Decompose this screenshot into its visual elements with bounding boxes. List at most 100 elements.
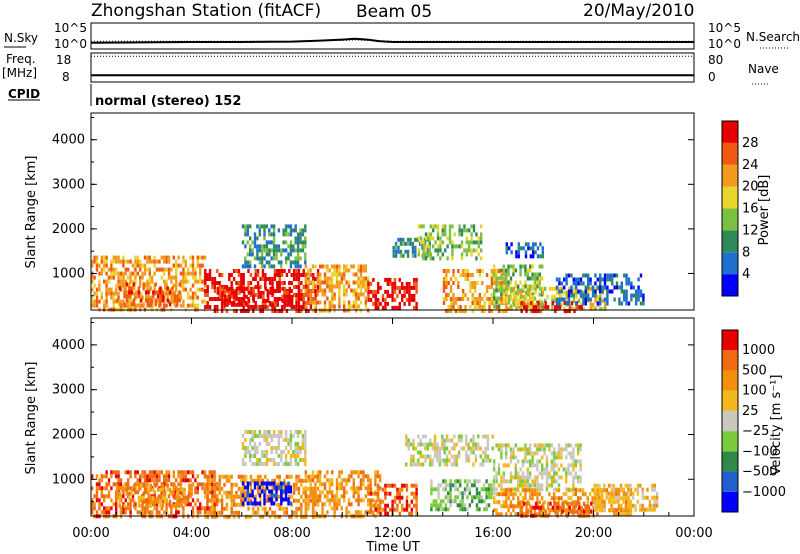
heatmap-cell bbox=[134, 263, 137, 268]
heatmap-cell bbox=[401, 285, 404, 290]
heatmap-cell bbox=[110, 267, 113, 272]
heatmap-cell bbox=[545, 459, 549, 464]
heatmap-cell bbox=[457, 454, 461, 459]
heatmap-cell bbox=[253, 501, 257, 506]
heatmap-cell bbox=[572, 298, 576, 303]
heatmap-cell bbox=[299, 446, 302, 450]
heatmap-cell bbox=[567, 467, 570, 472]
heatmap-cell bbox=[105, 303, 108, 308]
heatmap-cell bbox=[384, 483, 387, 488]
heatmap-cell bbox=[191, 259, 195, 264]
heatmap-cell bbox=[148, 271, 151, 276]
heatmap-cell bbox=[244, 438, 247, 442]
heatmap-cell bbox=[541, 443, 544, 448]
heatmap-cell bbox=[646, 507, 649, 512]
heatmap-cell bbox=[526, 479, 529, 484]
heatmap-cell bbox=[159, 286, 162, 291]
heatmap-cell bbox=[441, 224, 444, 229]
heatmap-cell bbox=[326, 264, 329, 269]
heatmap-cell bbox=[509, 451, 513, 456]
heatmap-cell bbox=[587, 273, 590, 278]
heatmap-cell bbox=[231, 290, 234, 295]
heatmap-cell bbox=[316, 280, 319, 285]
heatmap-cell bbox=[326, 470, 329, 475]
heatmap-cell bbox=[228, 494, 231, 499]
heatmap-cell bbox=[509, 455, 513, 460]
heatmap-cell bbox=[502, 500, 505, 505]
heatmap-cell bbox=[495, 284, 498, 289]
heatmap-cell bbox=[281, 298, 284, 303]
heatmap-cell bbox=[529, 276, 532, 281]
heatmap-cell bbox=[122, 506, 125, 511]
heatmap-cell bbox=[524, 443, 527, 448]
heatmap-cell bbox=[252, 506, 255, 511]
heatmap-cell bbox=[309, 494, 312, 499]
heatmap-cell bbox=[505, 443, 508, 448]
heatmap-cell bbox=[567, 289, 571, 294]
heatmap-cell bbox=[253, 232, 257, 237]
heatmap-cell bbox=[430, 479, 433, 484]
heatmap-cell bbox=[553, 492, 556, 497]
heatmap-cell bbox=[653, 503, 656, 508]
heatmap-cell bbox=[536, 467, 539, 472]
heatmap-cell bbox=[301, 244, 305, 249]
heatmap-cell bbox=[632, 293, 635, 298]
heatmap-cell bbox=[567, 488, 570, 493]
heatmap-cell bbox=[213, 285, 217, 289]
heatmap-cell bbox=[304, 430, 307, 434]
heatmap-cell bbox=[372, 511, 375, 516]
heatmap-cell bbox=[115, 287, 118, 292]
heatmap-cell bbox=[251, 240, 254, 245]
heatmap-cell bbox=[475, 240, 478, 245]
heatmap-cell bbox=[161, 503, 165, 508]
heatmap-cell bbox=[296, 454, 300, 458]
heatmap-cell bbox=[553, 298, 556, 303]
heatmap-cell bbox=[419, 450, 422, 455]
heatmap-cell bbox=[289, 260, 293, 265]
heatmap-cell bbox=[335, 272, 339, 277]
heatmap-cell bbox=[335, 276, 339, 281]
heatmap-cell bbox=[103, 506, 106, 511]
heatmap-cell bbox=[137, 487, 141, 492]
heatmap-cell bbox=[606, 273, 609, 278]
heatmap-cell bbox=[125, 282, 129, 287]
heatmap-cell bbox=[538, 447, 541, 452]
heatmap-cell bbox=[223, 514, 226, 519]
heatmap-cell bbox=[213, 486, 217, 491]
heatmap-cell bbox=[272, 240, 276, 245]
heatmap-cell bbox=[179, 478, 183, 483]
heatmap-cell bbox=[455, 462, 458, 467]
heatmap-cell bbox=[653, 495, 656, 500]
heatmap-cell bbox=[268, 458, 271, 462]
velocity-colorbar-label: Velocity [m s⁻¹] bbox=[769, 375, 784, 476]
heatmap-cell bbox=[350, 474, 353, 479]
heatmap-cell bbox=[454, 479, 457, 484]
heatmap-cell bbox=[333, 494, 336, 499]
heatmap-cell bbox=[524, 496, 527, 501]
heatmap-cell bbox=[316, 269, 320, 273]
heatmap-cell bbox=[500, 284, 503, 289]
heatmap-cell bbox=[500, 451, 503, 456]
heatmap-cell bbox=[466, 495, 469, 500]
heatmap-cell bbox=[175, 259, 178, 264]
heatmap-cell bbox=[427, 236, 430, 241]
heatmap-cell bbox=[374, 301, 377, 306]
heatmap-cell bbox=[437, 487, 440, 492]
heatmap-cell bbox=[480, 248, 483, 253]
heatmap-cell bbox=[526, 488, 529, 493]
heatmap-cell bbox=[247, 290, 251, 295]
heatmap-cell bbox=[314, 498, 317, 503]
heatmap-cell bbox=[384, 495, 387, 500]
heatmap-cell bbox=[249, 454, 252, 458]
heatmap-cell bbox=[191, 275, 195, 280]
heatmap-cell bbox=[450, 446, 454, 451]
heatmap-cell bbox=[532, 305, 535, 310]
heatmap-cell bbox=[232, 297, 236, 301]
heatmap-cell bbox=[490, 281, 494, 285]
heatmap-cell bbox=[546, 501, 550, 506]
heatmap-cell bbox=[493, 300, 496, 305]
heatmap-cell bbox=[448, 236, 452, 241]
heatmap-cell bbox=[289, 434, 293, 438]
heatmap-cell bbox=[454, 277, 458, 281]
heatmap-cell bbox=[384, 277, 387, 282]
